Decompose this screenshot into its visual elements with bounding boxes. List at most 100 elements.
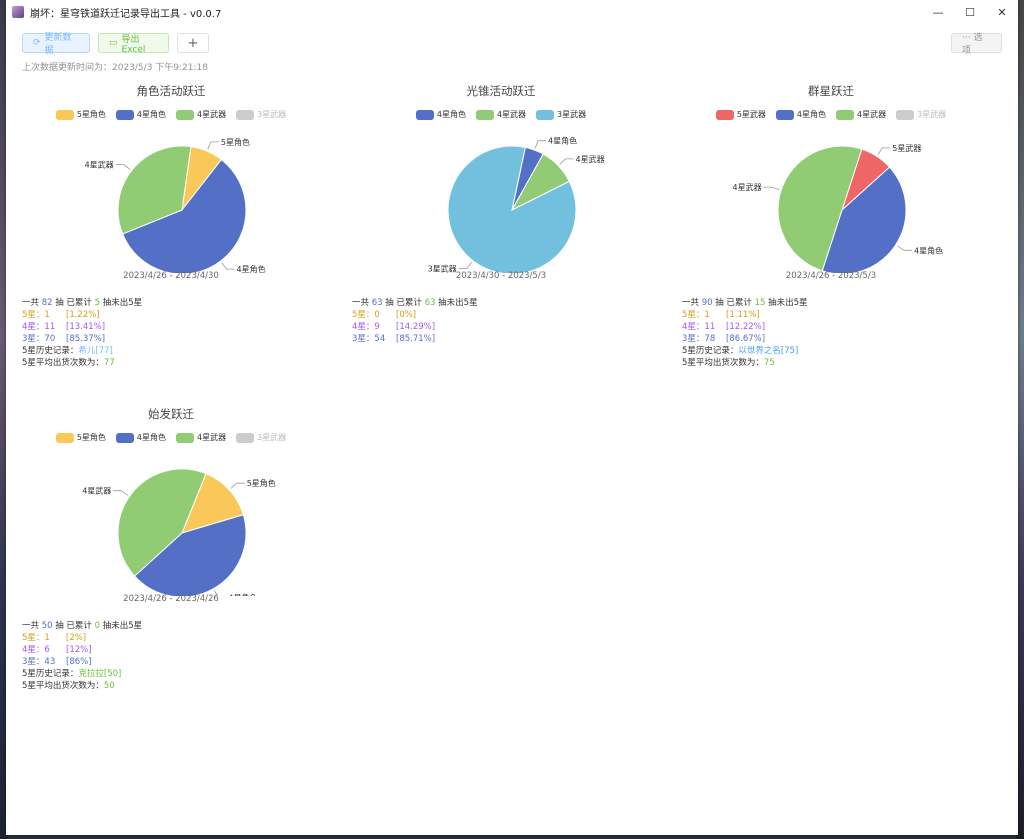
legend-swatch <box>896 109 915 120</box>
slice-label: 4星武器 <box>733 182 762 192</box>
history-label: 5星历史记录： <box>682 346 739 356</box>
summary-post: 抽未出5星 <box>435 298 478 308</box>
add-button[interactable]: + <box>177 33 209 53</box>
legend-item[interactable]: 4星角色 <box>775 109 826 120</box>
pie-slice <box>117 468 207 577</box>
maximize-button[interactable]: ☐ <box>965 5 975 19</box>
history-value: 希儿[77] <box>78 346 113 356</box>
summary-line: 一共 63 抽 已累计 63 抽未出5星 <box>352 297 478 309</box>
legend-item[interactable]: 4星角色 <box>115 109 166 120</box>
summary-mid: 抽 已累计 <box>52 298 95 308</box>
star-count-label: 5星：1 <box>22 310 50 320</box>
summary-post: 抽未出5星 <box>100 621 143 631</box>
summary-total: 90 <box>701 298 713 308</box>
summary-pity: 63 <box>424 298 436 308</box>
legend-swatch <box>775 109 794 120</box>
star-count-row: 3星：54 [85.71%] <box>352 333 478 345</box>
history-label: 5星历史记录： <box>22 346 79 356</box>
legend-label: 3星武器 <box>557 110 587 119</box>
star-count-label: 3星：78 <box>682 334 716 344</box>
refresh-data-button[interactable]: ⟳ 更新数据 <box>22 33 90 56</box>
slice-label-line <box>207 141 219 150</box>
average-label: 5星平均出货次数为： <box>22 358 104 368</box>
legend-label: 4星角色 <box>136 110 166 119</box>
pie-chart: 5星角色 4星角色 4星武器 <box>85 137 266 273</box>
slice-label: 4星武器 <box>576 154 605 164</box>
legend-swatch <box>115 432 134 443</box>
legend-item[interactable]: 4星角色 <box>115 432 166 443</box>
average-line: 5星平均出货次数为：50 <box>22 680 142 692</box>
slice-label: 4星武器 <box>85 159 114 169</box>
star-count-row: 5星：1 [1.11%] <box>682 309 808 321</box>
legend-item[interactable]: 4星角色 <box>415 109 466 120</box>
pie-slice <box>181 473 244 534</box>
chart-legend: 5星武器 4星角色 4星武器 3星武器 <box>666 109 996 120</box>
legend-item[interactable]: 4星武器 <box>176 432 226 443</box>
summary-pre: 一共 <box>22 621 42 631</box>
pie-slice <box>117 145 192 235</box>
star-count-label: 5星：1 <box>682 310 710 320</box>
star-count-label: 4星：9 <box>352 322 380 332</box>
export-excel-button[interactable]: ▭ 导出Excel <box>98 33 169 55</box>
history-line: 5星历史记录：克拉拉[50] <box>22 668 142 680</box>
star-count-label: 4星：11 <box>22 322 56 332</box>
star-count-row: 5星：0 [0%] <box>352 309 478 321</box>
star-count-row: 3星：78 [86.67%] <box>682 333 808 345</box>
chart-title: 光锥活动跃迁 <box>466 84 536 98</box>
legend-label: 3星武器 <box>917 110 947 119</box>
legend-item[interactable]: 5星角色 <box>55 432 106 443</box>
star-count-label: 3星：43 <box>22 657 56 667</box>
date-range: 2023/4/26 - 2023/4/30 <box>123 271 219 281</box>
legend-label: 5星角色 <box>76 433 106 442</box>
close-button[interactable]: ✕ <box>997 5 1007 19</box>
legend-item[interactable]: 3星武器 <box>236 432 286 443</box>
export-excel-label: 导出Excel <box>121 34 146 55</box>
refresh-icon: ⟳ <box>33 38 41 48</box>
minimize-button[interactable]: — <box>932 5 944 19</box>
summary-mid: 抽 已累计 <box>712 298 755 308</box>
chart-title: 角色活动跃迁 <box>136 84 206 98</box>
legend-swatch <box>536 109 555 120</box>
legend-label: 3星武器 <box>257 433 287 442</box>
average-label: 5星平均出货次数为： <box>22 681 104 691</box>
title-bar[interactable]: 崩坏：星穹铁道跃迁记录导出工具 - v0.0.7 — ☐ ✕ <box>6 0 1018 24</box>
legend-item[interactable]: 5星武器 <box>715 109 766 120</box>
star-count-percent: [13.41%] <box>66 322 106 332</box>
summary-line: 一共 82 抽 已累计 5 抽未出5星 <box>22 297 142 309</box>
slice-label: 5星角色 <box>221 137 250 147</box>
star-count-row: 4星：9 [14.29%] <box>352 321 478 333</box>
summary-pre: 一共 <box>352 298 372 308</box>
options-button[interactable]: ··· 选项 <box>951 33 1002 56</box>
legend-item[interactable]: 3星武器 <box>236 109 286 120</box>
legend-item[interactable]: 4星武器 <box>475 109 526 120</box>
pie-slice <box>821 166 907 273</box>
summary-mid: 抽 已累计 <box>382 298 425 308</box>
slice-label-line <box>458 261 472 269</box>
legend-swatch <box>55 109 74 120</box>
slice-label: 3星武器 <box>428 264 457 274</box>
star-count-row: 3星：70 [85.37%] <box>22 333 142 345</box>
chart-title: 始发跃迁 <box>148 407 194 421</box>
legend-item[interactable]: 3星武器 <box>536 109 586 120</box>
slice-label: 4星角色 <box>914 245 943 255</box>
legend-item[interactable]: 3星武器 <box>896 109 946 120</box>
star-count-label: 5星：1 <box>22 633 50 643</box>
star-count-label: 4星：11 <box>682 322 716 332</box>
chart-legend: 5星角色 4星角色 4星武器 3星武器 <box>6 432 336 443</box>
chart-title: 群星跃迁 <box>808 84 854 98</box>
legend-item[interactable]: 4星武器 <box>836 109 886 120</box>
star-count-percent: [2%] <box>66 633 87 643</box>
slice-label: 4星武器 <box>82 486 111 496</box>
legend-swatch <box>836 109 854 120</box>
desktop-background-right <box>1016 0 1024 839</box>
chart-panel: 光锥活动跃迁 4星角色 4星武器 3星武器 4星角色 4星武器 3星武器 2023/4/30 … <box>336 83 666 383</box>
chart-panel: 始发跃迁 5星角色 4星角色 4星武器 3星武器 5星角色 4星角色 4星武器 2023/4/2… <box>6 406 336 706</box>
legend-item[interactable]: 5星角色 <box>55 109 106 120</box>
legend-item[interactable]: 4星武器 <box>176 109 226 120</box>
legend-label: 4星角色 <box>436 110 466 119</box>
legend-label: 5星角色 <box>76 110 106 119</box>
summary-pre: 一共 <box>22 298 42 308</box>
average-label: 5星平均出货次数为： <box>682 358 764 368</box>
history-value: 以世界之名[75] <box>738 346 799 356</box>
summary-total: 82 <box>41 298 53 308</box>
